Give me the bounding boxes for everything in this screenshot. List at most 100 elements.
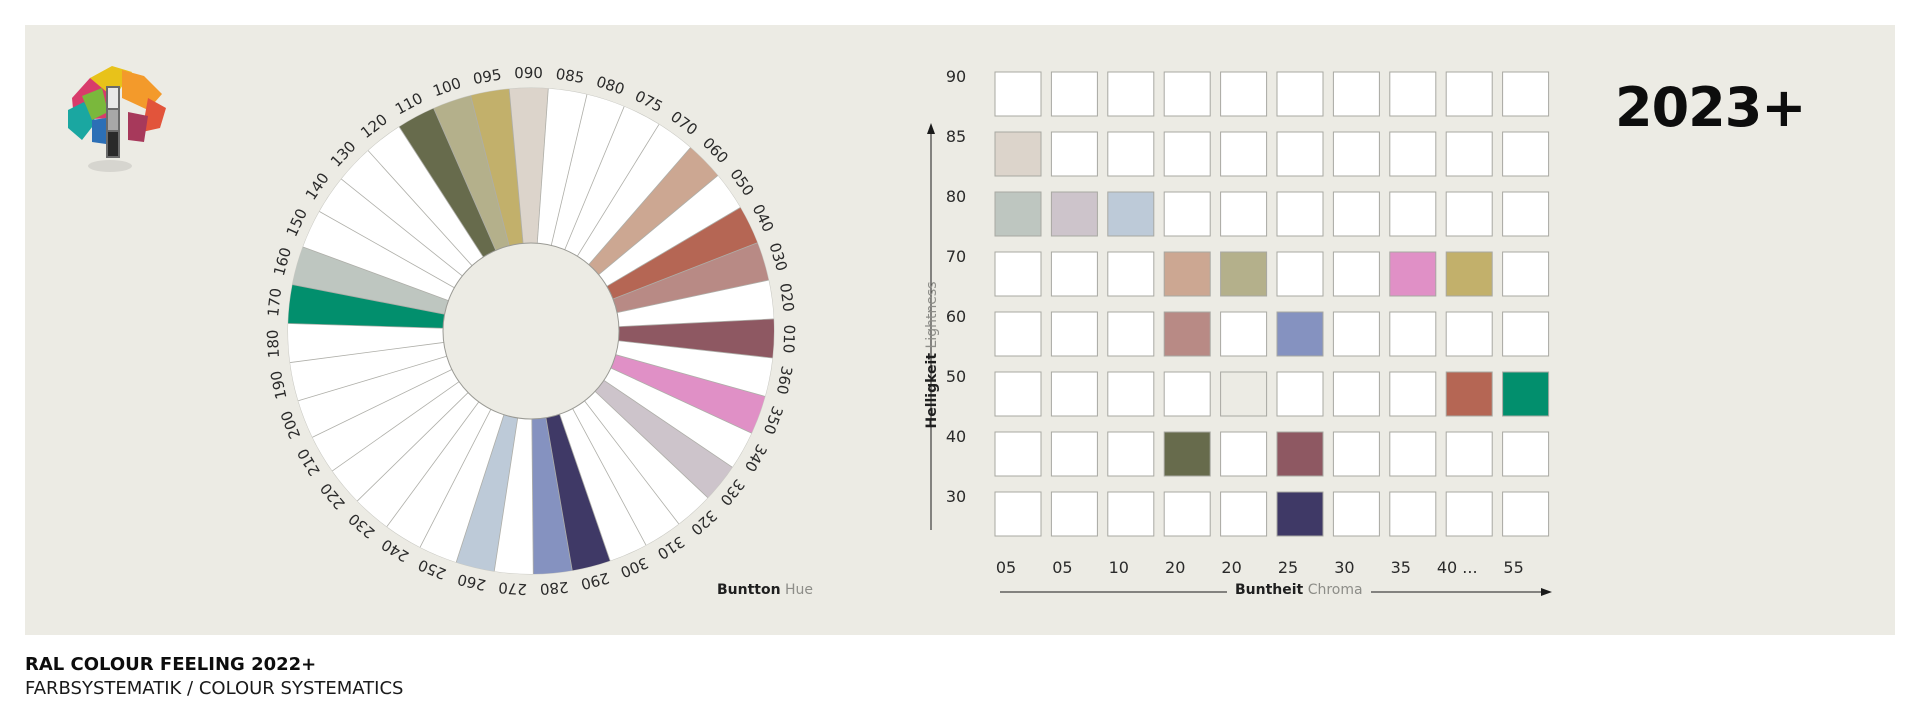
swatch-cell (1163, 191, 1211, 237)
hue-divider (576, 124, 660, 257)
swatch-cell (1163, 431, 1211, 477)
hue-divider (455, 414, 505, 563)
swatch-cell (1502, 251, 1550, 297)
swatch-cell (1163, 71, 1211, 117)
hue-segment-270 (494, 417, 534, 574)
swatch-cell (1163, 371, 1211, 417)
hue-segment-030 (612, 242, 769, 313)
swatch-cell (1332, 311, 1380, 357)
swatch-cell (1163, 131, 1211, 177)
hue-segment-070 (577, 124, 691, 265)
swatch-cell (1050, 311, 1098, 357)
swatch-cell (1445, 71, 1493, 117)
hue-label-170: 170 (264, 287, 285, 317)
hue-divider (559, 414, 611, 561)
hue-divider (603, 379, 733, 468)
lightness-tick-80: 80 (946, 187, 966, 206)
hue-segment-110 (399, 108, 496, 258)
hue-segment-290 (545, 414, 611, 571)
hue-divider (386, 401, 480, 527)
swatch-cell (1445, 431, 1493, 477)
hue-segment-020 (617, 280, 774, 327)
swatch-cell (1107, 491, 1155, 537)
swatch-cell (1163, 311, 1211, 357)
hue-divider (545, 417, 573, 571)
hue-divider (290, 342, 444, 363)
hue-divider (302, 246, 449, 301)
chroma-tick: 35 (1391, 558, 1411, 577)
hue-segment-230 (357, 392, 479, 527)
swatch-cell (1220, 251, 1268, 297)
hue-segment-210 (312, 369, 460, 471)
footer-title: RAL COLOUR FEELING 2022+ (25, 654, 317, 675)
hue-segment-180 (288, 323, 444, 363)
swatch-cell (1502, 191, 1550, 237)
swatch-cell (1445, 251, 1493, 297)
hue-label-160: 160 (270, 245, 295, 277)
swatch-cell (1107, 311, 1155, 357)
hue-segment-120 (368, 126, 484, 266)
hue-segment-080 (551, 94, 625, 250)
hue-segment-100 (433, 95, 510, 251)
chroma-tick: 05 (1052, 558, 1072, 577)
hue-axis-label-de: Buntton (717, 582, 781, 598)
swatch-cell (1220, 431, 1268, 477)
lightness-tick-90: 90 (946, 67, 966, 86)
hue-segment-280 (531, 417, 573, 574)
swatch-cell (1107, 191, 1155, 237)
swatch-cell (1163, 251, 1211, 297)
hue-label-260: 260 (456, 570, 488, 594)
hue-label-250: 250 (415, 555, 448, 583)
swatch-cell (1050, 71, 1098, 117)
hue-segment-360 (615, 340, 773, 397)
swatch-cell (1332, 131, 1380, 177)
hue-divider (594, 391, 709, 498)
swatch-cell (1163, 491, 1211, 537)
hue-divider (531, 418, 534, 574)
lightness-tick-30: 30 (946, 487, 966, 506)
swatch-cell (1332, 371, 1380, 417)
chroma-tick: 55 (1503, 558, 1523, 577)
hue-segment-260 (456, 414, 518, 572)
lightness-axis-label: Helligkeit Lightness (924, 281, 940, 428)
hue-segment-220 (332, 381, 469, 501)
lightness-tick-60: 60 (946, 307, 966, 326)
swatch-cell (1050, 131, 1098, 177)
hue-segment-010 (618, 318, 774, 359)
hue-label-280: 280 (539, 578, 569, 599)
swatch-cell (1107, 371, 1155, 417)
swatch-cell (994, 491, 1042, 537)
hue-label-350: 350 (760, 404, 787, 437)
hue-divider (584, 400, 680, 525)
swatch-cell (1502, 131, 1550, 177)
hue-divider (550, 94, 588, 246)
hue-segment-130 (341, 150, 473, 276)
hue-divider (536, 88, 549, 244)
hue-segment-040 (606, 207, 758, 300)
hue-segment-300 (559, 408, 646, 561)
swatch-cell (1389, 251, 1437, 297)
hue-label-360: 360 (773, 364, 796, 396)
hue-segment-240 (386, 401, 491, 548)
lightness-axis-label-en: Lightness (924, 281, 940, 349)
hue-divider (357, 392, 469, 502)
hue-segment-190 (290, 342, 447, 401)
hue-divider (572, 408, 647, 546)
hue-segment-200 (298, 356, 452, 438)
hue-divider (433, 108, 497, 251)
hue-segment-340 (603, 367, 752, 468)
hue-divider (588, 147, 691, 265)
hue-segment-085 (537, 88, 587, 246)
swatch-cell (1220, 311, 1268, 357)
hue-label-095: 095 (472, 65, 503, 88)
swatch-cell (994, 191, 1042, 237)
swatch-cell (1276, 191, 1324, 237)
chroma-tick: 25 (1278, 558, 1298, 577)
hue-label-190: 190 (267, 369, 291, 401)
hue-label-150: 150 (283, 206, 311, 240)
hue-segment-095 (470, 88, 524, 246)
hue-label-085: 085 (554, 65, 585, 87)
hue-label-100: 100 (431, 74, 464, 100)
chroma-axis-label-en: Chroma (1307, 582, 1363, 598)
lightness-tick-70: 70 (946, 247, 966, 266)
